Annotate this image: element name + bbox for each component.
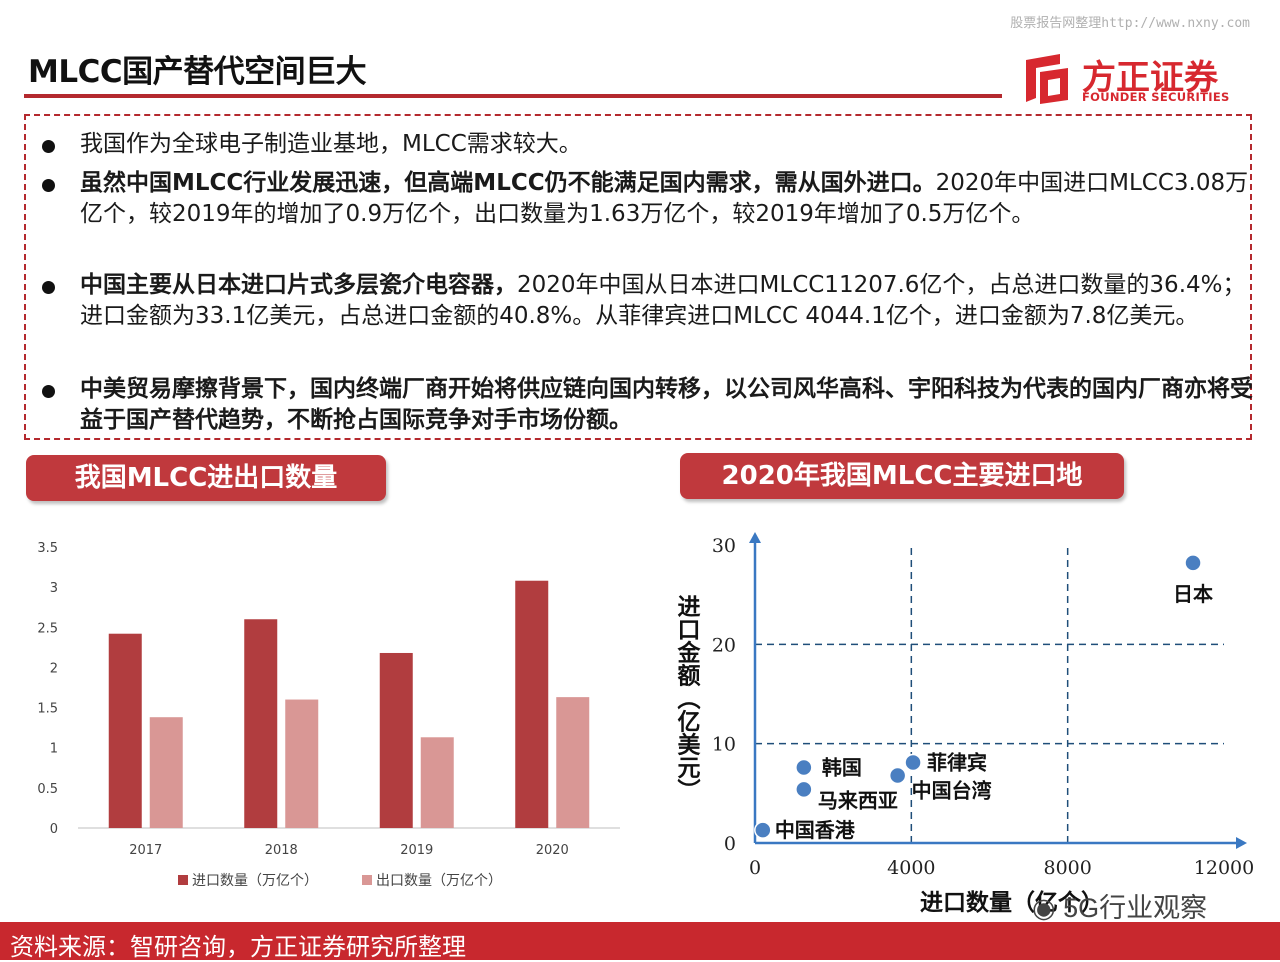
y-tick-label: 2.5 bbox=[37, 621, 58, 636]
x-tick-label: 2020 bbox=[536, 843, 569, 858]
y-axis-title: 进口金额（亿美元） bbox=[673, 595, 702, 802]
legend-label: 出口数量（万亿个） bbox=[376, 873, 502, 889]
bar-export bbox=[149, 717, 183, 828]
bar-import bbox=[515, 580, 549, 828]
y-tick-label: 10 bbox=[712, 734, 736, 756]
y-tick-label: 20 bbox=[712, 634, 736, 656]
y-tick-label: 3 bbox=[50, 581, 58, 596]
logo-english-name: FOUNDER SECURITIES bbox=[1082, 90, 1230, 104]
scatter-chart: 0 10 20 30 0 4000 8000 12000 进口数量（亿个） 进口金额（亿美元） 日本… bbox=[673, 532, 1254, 916]
wechat-account-name: 5G行业观察 bbox=[1063, 893, 1208, 923]
x-tick-label: 12000 bbox=[1194, 857, 1254, 879]
x-tick-label: 2019 bbox=[400, 843, 433, 858]
bullet-text: 2020年中国从日本进口MLCC11207.6亿个，占总进口数量的36.4%；进… bbox=[80, 272, 1246, 329]
data-point bbox=[888, 766, 907, 785]
y-tick-label: 0 bbox=[724, 833, 736, 855]
bar-import bbox=[108, 633, 142, 828]
x-axis-arrow-icon bbox=[1236, 837, 1247, 849]
y-axis-arrow-icon bbox=[749, 532, 761, 543]
x-tick-label: 0 bbox=[749, 857, 761, 879]
data-point-label: 中国香港 bbox=[775, 818, 856, 842]
y-tick-label: 0 bbox=[50, 822, 58, 837]
bar-import bbox=[379, 652, 413, 828]
bullet-dot-icon bbox=[42, 179, 55, 192]
bullet-item: 我国作为全球电子制造业基地，MLCC需求较大。 bbox=[42, 129, 1256, 160]
bar-chart: 0 0.5 1 1.5 2 2.5 3 3.5 2017 2018 2019 2020 进口数量（万亿个… bbox=[37, 541, 620, 889]
bullet-item: 虽然中国MLCC行业发展迅速，但高端MLCC仍不能满足国内需求，需从国外进口。2… bbox=[42, 168, 1256, 230]
legend-swatch bbox=[362, 875, 372, 885]
y-tick-label: 2 bbox=[50, 661, 58, 676]
bullet-bold-text: 中国主要从日本进口片式多层瓷介电容器， bbox=[80, 272, 517, 298]
page-title: MLCC国产替代空间巨大 bbox=[28, 54, 367, 90]
title-divider bbox=[24, 94, 1002, 98]
key-points-box bbox=[24, 114, 1252, 440]
data-point bbox=[904, 753, 922, 772]
bar-export bbox=[420, 737, 454, 828]
bullet-item: 中国主要从日本进口片式多层瓷介电容器，2020年中国从日本进口MLCC11207… bbox=[42, 270, 1256, 332]
source-footer: 资料来源：智研咨询，方正证券研究所整理 bbox=[0, 922, 1280, 961]
y-tick-label: 30 bbox=[712, 535, 736, 557]
founder-logo-icon bbox=[1026, 54, 1068, 104]
bullet-bold-text: 虽然中国MLCC行业发展迅速，但高端MLCC仍不能满足国内需求，需从国外进口。 bbox=[80, 170, 936, 196]
legend-swatch bbox=[178, 875, 188, 885]
bullet-dot-icon bbox=[42, 385, 55, 398]
bullet-item: 中美贸易摩擦背景下，国内终端厂商开始将供应链向国内转移，以公司风华高科、宇阳科技… bbox=[42, 374, 1256, 436]
bullet-bold-text: 中美贸易摩擦背景下，国内终端厂商开始将供应链向国内转移，以公司风华高科、宇阳科技… bbox=[80, 376, 1253, 433]
bar-export bbox=[285, 699, 319, 828]
x-axis-title: 进口数量（亿个） bbox=[920, 889, 1104, 916]
y-tick-label: 1 bbox=[50, 742, 58, 757]
y-tick-label: 1.5 bbox=[37, 702, 58, 717]
legend-label: 进口数量（万亿个） bbox=[192, 873, 318, 889]
data-point-label: 韩国 bbox=[822, 756, 862, 780]
x-tick-label: 8000 bbox=[1043, 857, 1091, 879]
data-point bbox=[795, 758, 813, 777]
data-point bbox=[754, 821, 772, 839]
founder-logo: 方正证券 FOUNDER SECURITIES bbox=[1020, 50, 1240, 106]
wechat-icon: ◉ bbox=[1032, 893, 1056, 923]
section-header-import-export: 我国MLCC进出口数量 bbox=[26, 455, 386, 501]
wechat-watermark: ◉ 5G行业观察 bbox=[1032, 886, 1207, 925]
watermark-text: 股票报告网整理http://www.nxny.com bbox=[1010, 16, 1250, 31]
data-point-label: 日本 bbox=[1173, 582, 1213, 606]
data-point bbox=[1184, 554, 1202, 572]
bullet-dot-icon bbox=[42, 281, 55, 294]
bullet-text: 我国作为全球电子制造业基地，MLCC需求较大。 bbox=[80, 131, 582, 157]
x-tick-label: 2017 bbox=[129, 843, 162, 858]
y-tick-label: 3.5 bbox=[37, 541, 58, 556]
data-point-label: 马来西亚 bbox=[818, 788, 898, 812]
bar-export bbox=[556, 697, 590, 828]
x-tick-label: 2018 bbox=[265, 843, 298, 858]
bullet-dot-icon bbox=[42, 140, 55, 153]
logo-chinese-name: 方正证券 bbox=[1082, 58, 1218, 98]
bar-import bbox=[244, 619, 278, 828]
x-tick-label: 4000 bbox=[887, 857, 935, 879]
section-header-import-sources: 2020年我国MLCC主要进口地 bbox=[680, 453, 1124, 499]
y-tick-label: 0.5 bbox=[37, 782, 58, 797]
source-note: 资料来源：智研咨询，方正证券研究所整理 bbox=[10, 933, 466, 961]
data-point bbox=[795, 780, 813, 799]
data-point-label: 中国台湾 bbox=[912, 778, 992, 802]
bullet-text: 2020年中国进口MLCC3.08万亿个，较2019年的增加了0.9万亿个，出口… bbox=[80, 170, 1249, 227]
data-point-label: 菲律宾 bbox=[927, 751, 987, 775]
